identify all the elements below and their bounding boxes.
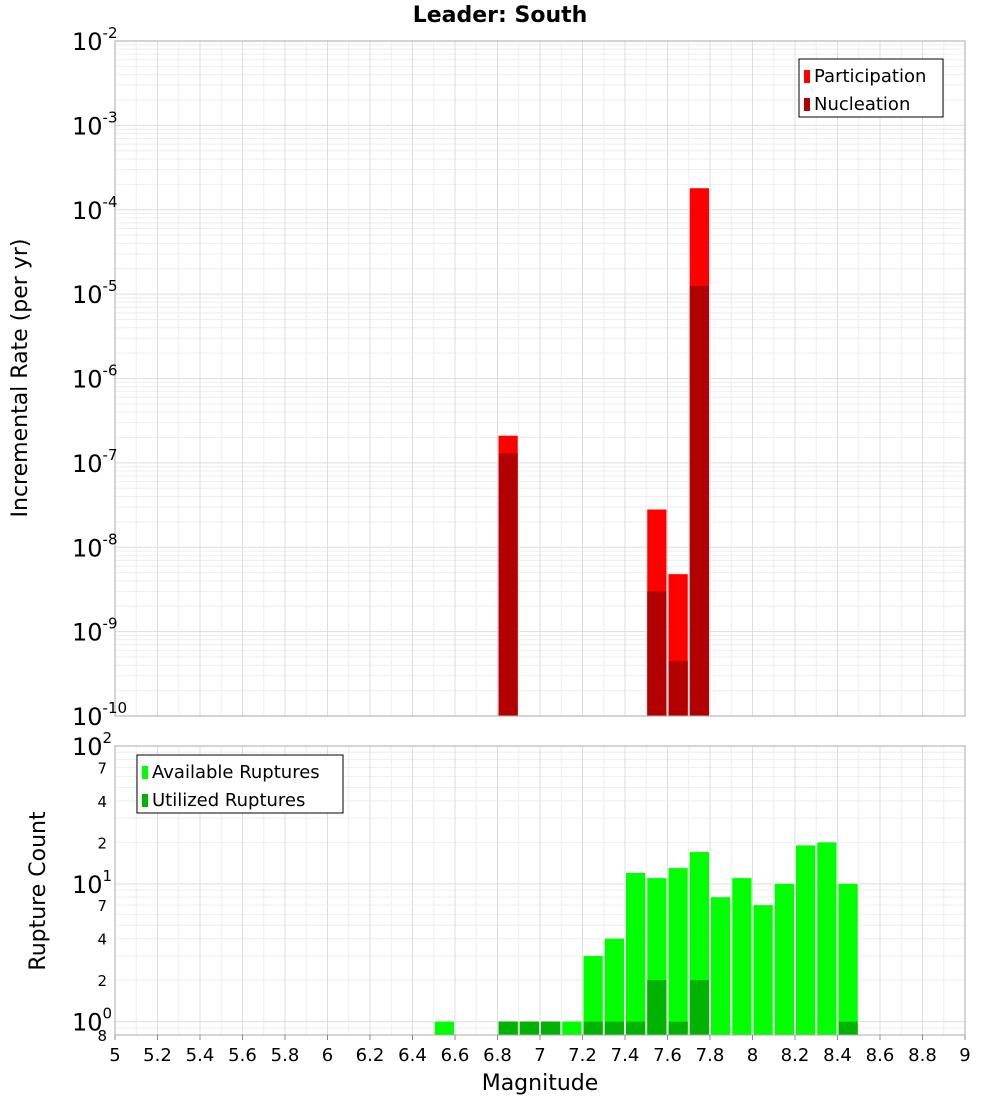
bottom-y-decade-label: 100: [72, 1005, 112, 1037]
x-tick-label: 8.6: [866, 1045, 895, 1066]
bottom-plot-area: [114, 745, 966, 1036]
top-y-tick-label: 10-3: [72, 108, 118, 140]
top-legend-label: Participation: [814, 66, 926, 87]
bottom-bar-series1: [753, 905, 773, 1035]
bottom-bar-series1: [583, 955, 603, 1035]
bottom-legend: Available Ruptures Utilized Ruptures: [136, 754, 344, 814]
x-tick-label: 6.6: [441, 1045, 470, 1066]
top-plot-frame: [114, 40, 966, 717]
bottom-bar-series2: [583, 1021, 603, 1035]
top-legend-swatch: [804, 70, 810, 83]
x-tick-label: 8: [747, 1045, 758, 1066]
bottom-bar-series1: [434, 1021, 454, 1035]
bottom-bar-series1: [711, 897, 731, 1035]
bottom-bar-series1: [817, 842, 837, 1035]
top-legend-label: Nucleation: [814, 94, 910, 115]
bottom-bar-series2: [838, 1021, 858, 1035]
bottom-bar-series1: [774, 883, 794, 1035]
bottom-y-tick-label: 2: [97, 972, 107, 990]
top-plot-area: [114, 40, 966, 717]
bottom-y-tick-label: 7: [97, 897, 107, 915]
bottom-y-tick-label: 7: [97, 759, 107, 777]
top-bar-series2: [668, 660, 688, 716]
x-tick-label: 7.8: [696, 1045, 725, 1066]
bottom-legend-swatch: [142, 794, 148, 807]
bottom-bar-series1: [838, 883, 858, 1035]
top-y-tick-label: 10-7: [72, 446, 118, 478]
bottom-y-axis-label: Rupture Count: [26, 811, 51, 971]
top-y-tick-label: 10-8: [72, 530, 118, 562]
bottom-bar-series2: [519, 1021, 539, 1035]
top-bar-series2: [498, 453, 518, 716]
x-tick-label: 5.2: [143, 1045, 172, 1066]
bottom-bar-series2: [604, 1021, 624, 1035]
top-y-tick-label: 10-6: [72, 362, 118, 394]
x-tick-label: 7: [534, 1045, 545, 1066]
bottom-y-tick-label: 2: [97, 834, 107, 852]
top-legend-swatch: [804, 98, 810, 111]
x-tick-label: 8.4: [823, 1045, 852, 1066]
bottom-bar-series2: [689, 980, 709, 1035]
bottom-bar-series2: [668, 1021, 688, 1035]
top-y-tick-label: 10-5: [72, 277, 118, 309]
x-tick-label: 9: [959, 1045, 970, 1066]
x-tick-label: 8.8: [908, 1045, 937, 1066]
x-tick-label: 7.6: [653, 1045, 682, 1066]
top-y-tick-label: 10-2: [72, 24, 118, 56]
x-tick-label: 6.4: [398, 1045, 427, 1066]
x-tick-label: 5.4: [186, 1045, 215, 1066]
bottom-y-tick-label: 4: [97, 931, 107, 949]
bottom-bar-series2: [626, 1021, 646, 1035]
x-tick-label: 8.2: [781, 1045, 810, 1066]
x-tick-label: 6.8: [483, 1045, 512, 1066]
x-tick-label: 7.2: [568, 1045, 597, 1066]
x-tick-label: 7.4: [611, 1045, 640, 1066]
bottom-legend-box: [136, 754, 344, 814]
top-y-axis-label: Incremental Rate (per yr): [8, 239, 33, 518]
top-bar-series2: [647, 591, 667, 716]
bottom-legend-label: Utilized Ruptures: [152, 790, 305, 811]
bottom-bar-series1: [796, 845, 816, 1035]
x-tick-label: 5: [109, 1045, 120, 1066]
top-legend: Participation Nucleation: [798, 58, 944, 118]
bottom-bar-series1: [604, 938, 624, 1035]
bottom-bar-series2: [498, 1021, 518, 1035]
bottom-bar-series2: [647, 980, 667, 1035]
x-tick-label: 5.8: [271, 1045, 300, 1066]
bottom-bar-series1: [562, 1021, 582, 1035]
x-tick-label: 5.6: [228, 1045, 257, 1066]
x-axis-label: Magnitude: [482, 1071, 599, 1096]
x-tick-label: 6.2: [356, 1045, 385, 1066]
top-y-tick-label: 10-10: [72, 699, 127, 731]
bottom-legend-swatch: [142, 766, 148, 779]
chart-title: Leader: South: [413, 3, 588, 28]
bottom-y-tick-label: 8: [97, 1027, 107, 1045]
bottom-y-tick-label: 4: [97, 793, 107, 811]
bottom-legend-label: Available Ruptures: [152, 762, 320, 783]
top-y-tick-label: 10-9: [72, 615, 118, 647]
bottom-bar-series1: [668, 868, 688, 1035]
bottom-bar-series1: [626, 872, 646, 1035]
bottom-y-decade-label: 102: [72, 729, 112, 761]
top-y-tick-label: 10-4: [72, 193, 118, 225]
bottom-bar-series2: [541, 1021, 561, 1035]
x-tick-label: 6: [322, 1045, 333, 1066]
bottom-bar-series1: [732, 878, 752, 1035]
top-legend-box: [798, 58, 944, 118]
top-bar-series2: [689, 285, 709, 716]
bottom-y-decade-label: 101: [72, 867, 112, 899]
